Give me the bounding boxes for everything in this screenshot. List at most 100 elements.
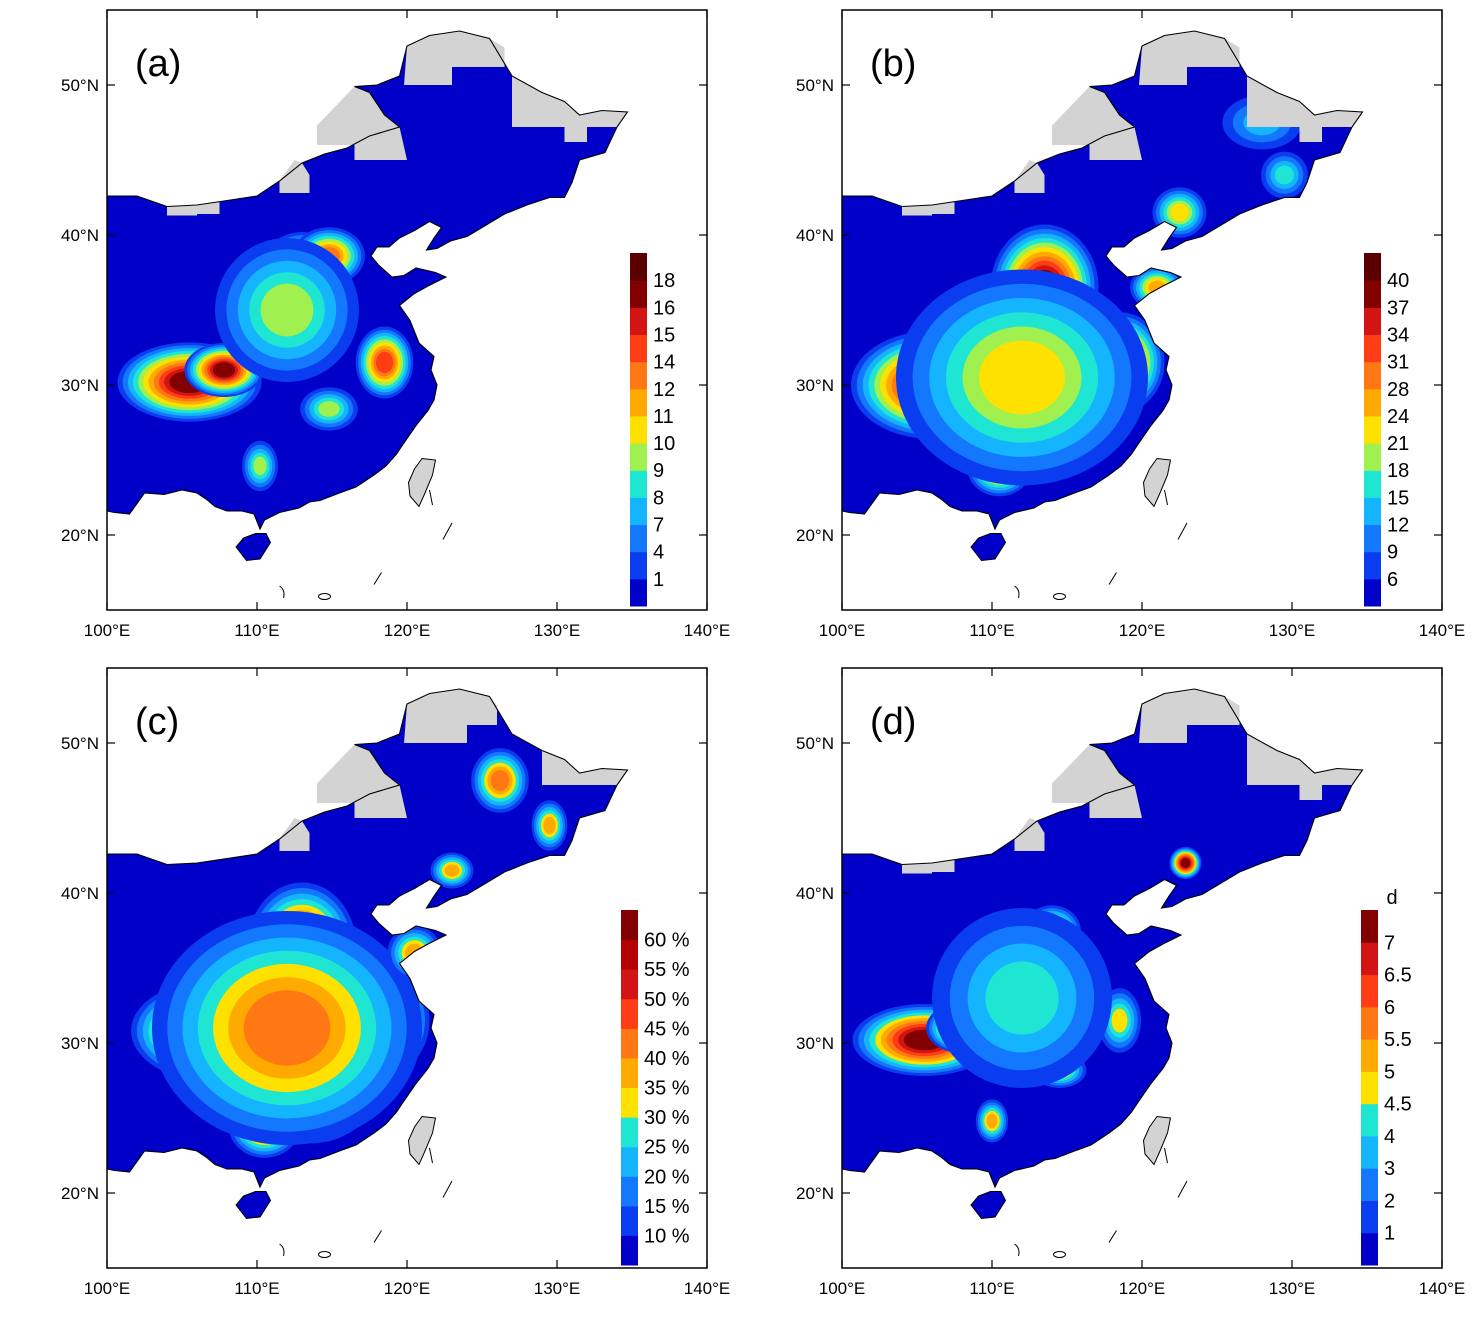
colorbar-label: 10 %: [644, 1225, 690, 1247]
island-mark: [1108, 1230, 1117, 1243]
land-field-a: [107, 31, 628, 561]
field-band: [1180, 858, 1191, 868]
taiwan-island: [407, 457, 437, 508]
lat-tick-label: 20°N: [796, 526, 834, 545]
map-area-d: [842, 688, 1364, 1258]
missing-data-area: [167, 202, 220, 216]
colorbar-label: 37: [1387, 297, 1409, 319]
field-hotspot: [152, 911, 422, 1145]
colorbar-swatch: [621, 1057, 638, 1088]
island-mark: [1164, 489, 1168, 506]
island-mark: [442, 1180, 453, 1198]
colorbar-swatch: [630, 334, 647, 363]
colorbar-swatch: [1364, 443, 1381, 471]
colorbar-swatch: [621, 1117, 638, 1148]
colorbar-swatch: [1364, 578, 1381, 607]
island-mark: [318, 593, 331, 600]
colorbar-label: 9: [1387, 542, 1398, 564]
colorbar-label: 16: [653, 297, 675, 319]
island-mark: [1053, 593, 1066, 600]
lon-tick-label: 110°E: [969, 621, 1014, 640]
missing-data-area: [902, 202, 955, 216]
field-band: [243, 990, 331, 1066]
lat-tick-label: 50°N: [796, 734, 834, 753]
field-band: [986, 1113, 998, 1129]
colorbar-swatch: [630, 551, 647, 580]
lon-tick-label: 100°E: [819, 621, 866, 640]
colorbar-swatch: [1361, 1135, 1378, 1169]
colorbar-label: 20 %: [644, 1166, 690, 1188]
colorbar-swatch: [621, 939, 638, 970]
colorbar-label: 55 %: [644, 959, 690, 981]
lon-tick-label: 140°E: [684, 621, 731, 640]
colorbar-label: 1: [1384, 1223, 1395, 1245]
colorbar-swatch: [1361, 1103, 1378, 1137]
field-band: [985, 961, 1059, 1035]
lon-tick-label: 120°E: [384, 621, 431, 640]
colorbar-label: 7: [1384, 932, 1395, 954]
field-background: [842, 689, 1363, 1219]
lat-tick-label: 40°N: [61, 884, 99, 903]
lon-tick-label: 140°E: [1419, 1279, 1466, 1298]
lon-tick-label: 110°E: [969, 1279, 1014, 1298]
missing-data-area: [404, 31, 505, 85]
island-mark: [429, 489, 433, 506]
field-hotspot: [975, 1099, 1009, 1143]
land-field-c: [107, 689, 628, 1219]
map-area-a: [107, 30, 629, 600]
map-panel-c: 100°E 110°E 120°E 130°E 140°E 50°N 40°N 30°N 20°…: [61, 667, 730, 1298]
field-hotspot: [896, 269, 1148, 486]
lon-tick-label: 130°E: [1269, 1279, 1316, 1298]
colorbar-label: 28: [1387, 379, 1409, 401]
colorbar-label: 2: [1384, 1191, 1395, 1213]
colorbar-swatch: [1361, 910, 1378, 943]
colorbar-swatch: [1364, 497, 1381, 526]
field-band: [1275, 165, 1294, 185]
colorbar-label: 4: [653, 542, 664, 564]
lon-tick-label: 130°E: [534, 621, 581, 640]
island-mark: [1014, 585, 1020, 599]
colorbar-swatch: [630, 307, 647, 335]
lon-tick-label: 110°E: [234, 1279, 279, 1298]
island-mark: [1108, 572, 1117, 585]
colorbar-swatch: [1364, 524, 1381, 553]
colorbar-swatch: [1364, 415, 1381, 444]
colorbar-label: 6: [1387, 569, 1398, 591]
colorbar-label: 25 %: [644, 1137, 690, 1159]
colorbar-swatch: [1361, 1168, 1378, 1201]
island-mark: [1177, 1180, 1188, 1198]
colorbar-swatch: [621, 1146, 638, 1177]
lat-tick-label: 30°N: [796, 376, 834, 395]
island-mark: [279, 585, 285, 599]
colorbar-swatch: [1364, 551, 1381, 580]
colorbar-label: 35 %: [644, 1078, 690, 1100]
lon-tick-label: 140°E: [1419, 621, 1466, 640]
island-mark: [279, 1243, 285, 1257]
missing-data-area: [1139, 31, 1240, 85]
colorbar-label: 8: [653, 487, 664, 509]
colorbar-swatch: [1361, 1200, 1378, 1234]
field-hotspot: [215, 238, 359, 382]
lat-tick-label: 40°N: [796, 226, 834, 245]
field-hotspot: [430, 852, 474, 889]
colorbar-label: 31: [1387, 352, 1409, 374]
land-field-d: [842, 689, 1363, 1219]
lon-tick-label: 120°E: [384, 1279, 431, 1298]
colorbar-swatch: [1361, 974, 1378, 1008]
colorbar-swatch: [621, 998, 638, 1029]
missing-data-area: [1014, 818, 1045, 851]
field-hotspot: [184, 343, 264, 397]
map-area-b: [842, 30, 1364, 600]
colorbar-swatch: [621, 969, 638, 1000]
lon-tick-label: 130°E: [534, 1279, 581, 1298]
land-field-b: [842, 31, 1363, 561]
colorbar-swatch: [630, 280, 647, 308]
lon-tick-label: 130°E: [1269, 621, 1316, 640]
colorbar-label: 4: [1384, 1126, 1395, 1148]
colorbar-swatch: [1364, 280, 1381, 308]
colorbar-label: 18: [1387, 460, 1409, 482]
field-hotspot: [1261, 151, 1308, 199]
colorbar-label: 5.5: [1384, 1029, 1412, 1051]
map-area-c: [107, 688, 629, 1258]
lon-tick-label: 100°E: [819, 1279, 866, 1298]
